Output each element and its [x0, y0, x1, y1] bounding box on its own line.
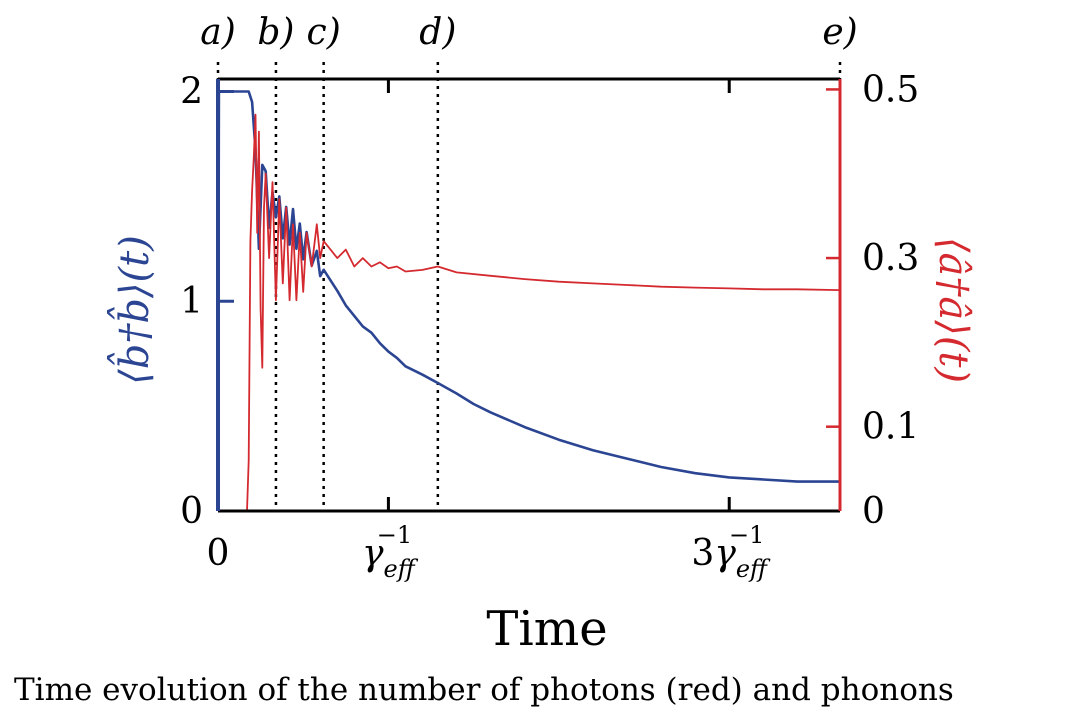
figure-caption: Time evolution of the number of photons …: [14, 672, 954, 708]
right-axis-title: ⟨â†â⟩(t): [930, 237, 976, 383]
right-tick-label-3: 0.5: [862, 69, 919, 110]
phase-label-3: d): [419, 12, 456, 53]
phase-label-0: a): [200, 12, 236, 53]
phase-label-1: b): [257, 12, 294, 53]
right-tick-label-1: 0.1: [862, 407, 919, 448]
right-tick-label-0: 0: [862, 491, 885, 532]
phase-label-2: c): [307, 12, 341, 53]
x-tick-label-2: 3γeff−1: [691, 521, 771, 583]
left-tick-label-2: 2: [180, 71, 203, 112]
phase-marker-lines: [216, 62, 842, 511]
x-tick-label-0: 0: [207, 533, 230, 574]
series-line-photons: [218, 113, 841, 512]
series-layer: [216, 90, 841, 512]
left-axis-title: ⟨b̂†b̂⟩(t): [108, 235, 158, 385]
left-tick-label-1: 1: [180, 281, 203, 322]
tick-marks: [218, 79, 840, 511]
x-axis-title: Time: [486, 601, 607, 657]
tick-labels: a) b) c) d) e) 0 γeff−1 3γeff−1 0 1 2 0 0.1 0.3 0.5: [180, 12, 919, 583]
left-tick-label-0: 0: [180, 491, 203, 532]
series-line-phonons: [216, 90, 840, 512]
right-tick-label-2: 0.3: [862, 238, 919, 279]
phase-label-4: e): [822, 12, 857, 53]
x-tick-label-1: γeff−1: [362, 521, 419, 583]
plot-frame: [216, 77, 842, 513]
